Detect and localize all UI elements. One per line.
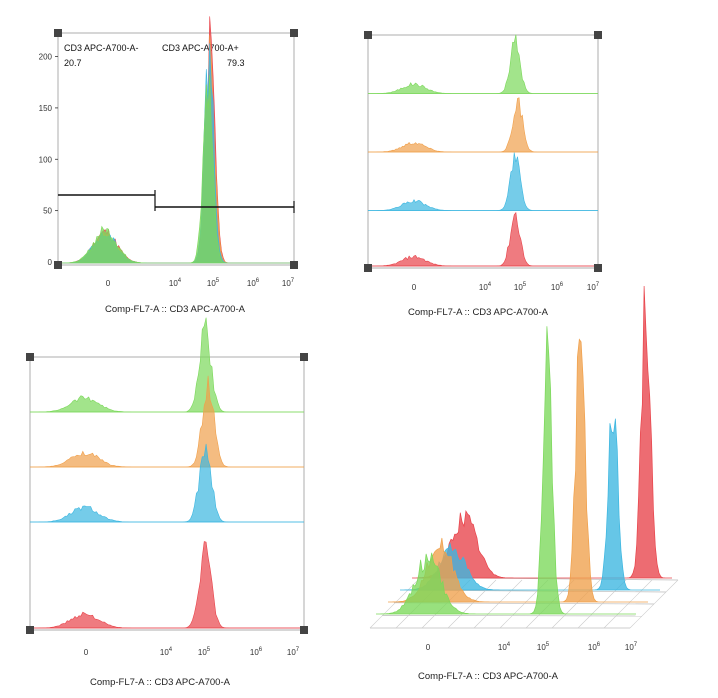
histogram-series-green — [30, 317, 304, 413]
histogram-series-orange — [368, 97, 598, 153]
panel-staggered-histogram-top-right: Comp-FL7-A :: CD3 APC-A700-A 0 104 105 106 1… — [364, 31, 602, 318]
resize-handle — [26, 626, 34, 634]
gate-neg-percent: 20.7 — [64, 58, 82, 68]
histogram-series-green — [58, 74, 294, 264]
floor-depth-line — [629, 579, 679, 629]
x-tick-label: 106 — [250, 647, 263, 657]
x-tick-label: 104 — [169, 278, 182, 288]
floor-depth-line — [369, 579, 419, 629]
x-tick-label: 106 — [247, 278, 260, 288]
resize-handle — [300, 626, 308, 634]
y-tick-label: 50 — [43, 207, 52, 216]
resize-handle — [54, 29, 62, 37]
x-tick-label: 106 — [551, 282, 564, 292]
x-tick-label: 107 — [587, 282, 600, 292]
histogram-series-orange — [30, 375, 304, 468]
resize-handle — [26, 353, 34, 361]
resize-handle — [54, 261, 62, 269]
x-tick-label: 107 — [287, 647, 300, 657]
p1-frame — [57, 32, 295, 266]
floor-depth-line — [473, 579, 523, 629]
resize-handle — [594, 31, 602, 39]
p4-x-axis-label: Comp-FL7-A :: CD3 APC-A700-A — [418, 671, 559, 682]
histogram-series-red — [58, 16, 294, 264]
floor-depth-line — [603, 579, 653, 629]
gate-pos-label: CD3 APC-A700-A+ — [162, 43, 239, 53]
x-tick-label: 104 — [479, 282, 492, 292]
gate-pos-percent: 79.3 — [227, 58, 245, 68]
x-tick-label: 105 — [514, 282, 527, 292]
gate-neg-label: CD3 APC-A700-A- — [64, 43, 139, 53]
panel-overlay-histogram: CD3 APC-A700-A- 20.7 CD3 APC-A700-A+ 79.… — [39, 16, 298, 315]
resize-handle — [300, 353, 308, 361]
histogram-series-orange — [58, 35, 294, 264]
panel-frame — [29, 356, 305, 631]
panel-staggered-histogram-bottom-left: Comp-FL7-A :: CD3 APC-A700-A 0 104 105 106 1… — [26, 317, 308, 688]
x-tick-label: 107 — [282, 278, 295, 288]
y-tick-label: 100 — [39, 155, 53, 164]
y-tick-label: 200 — [39, 53, 53, 62]
histogram-series-green — [368, 34, 598, 94]
p3-x-axis-label: Comp-FL7-A :: CD3 APC-A700-A — [90, 677, 231, 688]
x-tick-label: 105 — [207, 278, 220, 288]
histogram-series-blue — [368, 152, 598, 211]
x-tick-label: 104 — [160, 647, 173, 657]
x-tick-label: 0 — [106, 279, 111, 288]
x-tick-label: 105 — [198, 647, 211, 657]
x-tick-label: 105 — [537, 642, 550, 652]
y-tick-label: 150 — [39, 104, 53, 113]
resize-handle — [594, 264, 602, 272]
histogram-series-blue — [58, 43, 294, 264]
histogram-series-blue — [30, 443, 304, 523]
histogram-series-green — [376, 326, 636, 615]
floor-depth-line — [447, 579, 497, 629]
panel-frame — [367, 34, 599, 269]
histogram-series-red — [30, 541, 304, 629]
resize-handle — [290, 261, 298, 269]
x-tick-label: 0 — [426, 643, 431, 652]
panel-3d-histogram: Comp-FL7-A :: CD3 APC-A700-A 0 104 105 106 1… — [369, 285, 679, 682]
watermark: 知乎 @研小匠的科研世界 — [475, 656, 645, 674]
x-tick-label: 106 — [588, 642, 601, 652]
x-tick-label: 0 — [412, 283, 417, 292]
resize-handle — [364, 264, 372, 272]
p2-x-axis-label: Comp-FL7-A :: CD3 APC-A700-A — [408, 307, 549, 318]
resize-handle — [364, 31, 372, 39]
x-tick-label: 0 — [84, 648, 89, 657]
histogram-series-red — [368, 211, 598, 267]
x-tick-label: 107 — [625, 642, 638, 652]
x-tick-label: 104 — [498, 642, 511, 652]
p1-x-axis-label: Comp-FL7-A :: CD3 APC-A700-A — [105, 304, 246, 315]
resize-handle — [290, 29, 298, 37]
y-tick-label: 0 — [48, 258, 53, 267]
